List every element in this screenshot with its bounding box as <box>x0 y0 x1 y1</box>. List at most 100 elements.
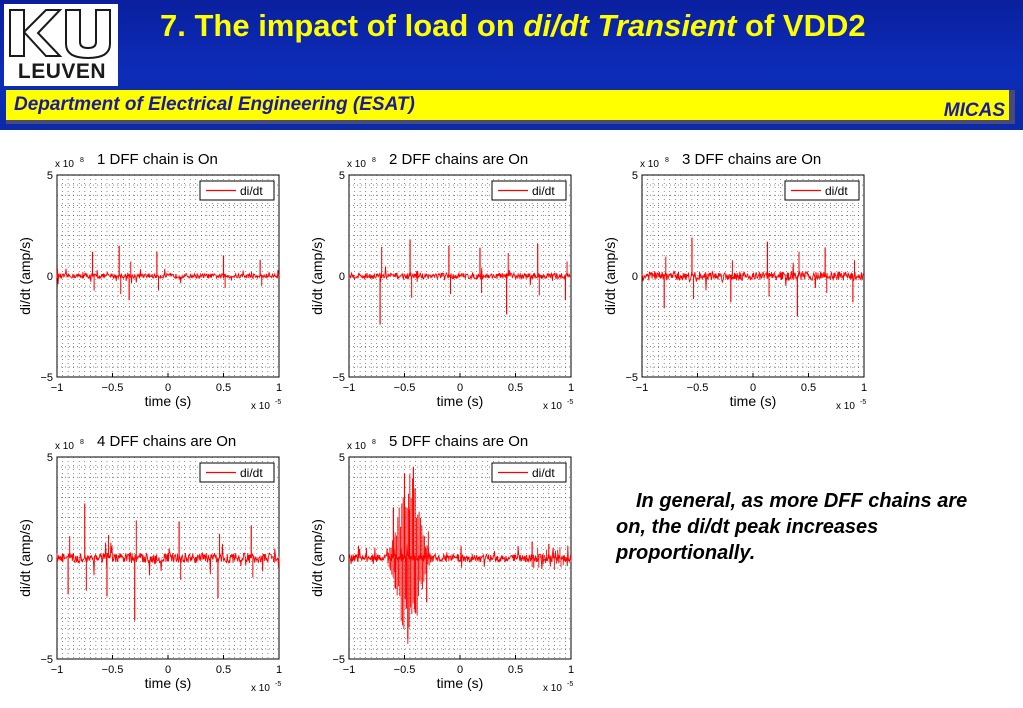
legend-box <box>491 462 567 483</box>
ku-leuven-logo: LEUVEN <box>4 4 118 86</box>
chart-title: 3 DFF chains are On <box>682 151 821 168</box>
y-tick-label: −5 <box>40 372 53 384</box>
y-tick-label: 0 <box>632 271 638 283</box>
chart-title: 5 DFF chains are On <box>389 433 528 450</box>
x-axis-label: time (s) <box>437 675 484 691</box>
logo-text: LEUVEN <box>17 60 107 83</box>
y-exponent-power: 8 <box>80 157 84 164</box>
chart-title: 4 DFF chains are On <box>97 433 236 450</box>
department-band <box>6 90 1015 124</box>
y-tick-label: 0 <box>47 271 53 283</box>
y-tick-label: 5 <box>47 170 53 182</box>
x-tick-label: −1 <box>343 664 356 676</box>
ku-logo-mark-icon <box>9 9 111 60</box>
department-label: Department of Electrical Engineering (ES… <box>14 94 415 115</box>
chart-2: −1 −0.5 0 0.5 1 5 0 −5 x 10 8 x 10 -5 2 DFF chains a… <box>309 151 574 412</box>
y-axis-label: di/dt (amp/s) <box>309 237 325 315</box>
y-tick-label: 5 <box>339 452 345 464</box>
group-label: MICAS <box>943 100 1005 121</box>
y-exponent-power: 8 <box>372 157 376 164</box>
signal-trace <box>348 266 572 286</box>
legend-label: di/dt <box>532 184 555 198</box>
x-axis-label: time (s) <box>145 675 192 691</box>
legend-label: di/dt <box>825 184 848 198</box>
x-exponent-label: x 10 <box>251 683 270 694</box>
chart-title: 2 DFF chains are On <box>389 151 528 168</box>
y-exponent-label: x 10 <box>55 441 74 452</box>
signal-trace <box>56 268 280 285</box>
x-tick-label: −0.5 <box>102 664 124 676</box>
title-suffix: of VDD2 <box>736 8 866 43</box>
legend-label: di/dt <box>532 466 555 480</box>
x-exponent-label: x 10 <box>543 683 562 694</box>
y-tick-label: −5 <box>332 654 345 666</box>
y-tick-label: −5 <box>40 654 53 666</box>
y-exponent-label: x 10 <box>347 441 366 452</box>
x-tick-label: 0.5 <box>216 664 231 676</box>
x-tick-label: −0.5 <box>394 664 416 676</box>
x-tick-label: 1 <box>568 382 574 394</box>
chart-3: −1 −0.5 0 0.5 1 5 0 −5 x 10 8 x 10 -5 3 DFF chains a… <box>602 151 867 412</box>
x-exponent-label: x 10 <box>836 401 855 412</box>
y-axis-label: di/dt (amp/s) <box>602 237 618 315</box>
legend-box <box>784 180 860 201</box>
x-tick-label: −0.5 <box>394 382 416 394</box>
legend-box <box>491 180 567 201</box>
chart-5: −1 −0.5 0 0.5 1 5 0 −5 x 10 8 x 10 -5 5 DFF chains a… <box>309 433 574 694</box>
y-tick-label: 0 <box>47 553 53 565</box>
x-exponent-power: -5 <box>567 681 573 688</box>
x-axis-label: time (s) <box>145 393 192 409</box>
y-exponent-label: x 10 <box>640 159 659 170</box>
signal-trace <box>56 542 280 576</box>
legend-label: di/dt <box>240 184 263 198</box>
x-tick-label: 1 <box>568 664 574 676</box>
x-tick-label: 0 <box>165 664 171 676</box>
y-axis-label: di/dt (amp/s) <box>309 519 325 597</box>
x-tick-label: 1 <box>861 382 867 394</box>
x-exponent-power: -5 <box>860 399 866 406</box>
x-tick-label: −0.5 <box>687 382 709 394</box>
title-italic: di/dt Transient <box>523 8 737 43</box>
x-tick-label: 0.5 <box>508 664 523 676</box>
legend-box <box>199 180 275 201</box>
x-tick-label: 0 <box>750 382 756 394</box>
x-axis-label: time (s) <box>437 393 484 409</box>
chart-4: −1 −0.5 0 0.5 1 5 0 −5 x 10 8 x 10 -5 4 DFF chains a… <box>17 433 282 694</box>
x-tick-label: 0 <box>457 382 463 394</box>
y-tick-label: 5 <box>47 452 53 464</box>
x-exponent-label: x 10 <box>543 401 562 412</box>
y-exponent-label: x 10 <box>347 159 366 170</box>
x-tick-label: −1 <box>51 382 64 394</box>
x-tick-label: 0.5 <box>801 382 816 394</box>
x-tick-label: 1 <box>276 382 282 394</box>
title-prefix: 7. The impact of load on <box>160 8 524 43</box>
x-axis-label: time (s) <box>730 393 777 409</box>
x-exponent-label: x 10 <box>251 401 270 412</box>
y-axis-label: di/dt (amp/s) <box>17 519 33 597</box>
legend-box <box>199 462 275 483</box>
y-tick-label: 5 <box>632 170 638 182</box>
y-exponent-power: 8 <box>372 439 376 446</box>
x-tick-label: 0.5 <box>508 382 523 394</box>
x-tick-label: 0 <box>457 664 463 676</box>
y-axis-label: di/dt (amp/s) <box>17 237 33 315</box>
signal-trace <box>641 262 865 291</box>
chart-title: 1 DFF chain is On <box>97 151 218 168</box>
y-tick-label: 5 <box>339 170 345 182</box>
y-tick-label: 0 <box>339 553 345 565</box>
page-title: 7. The impact of load on di/dt Transient… <box>160 8 866 44</box>
legend-label: di/dt <box>240 466 263 480</box>
x-exponent-power: -5 <box>567 399 573 406</box>
y-tick-label: −5 <box>625 372 638 384</box>
x-tick-label: 1 <box>276 664 282 676</box>
y-exponent-power: 8 <box>665 157 669 164</box>
x-tick-label: −1 <box>51 664 64 676</box>
y-exponent-power: 8 <box>80 439 84 446</box>
conclusion-note: In general, as more DFF chains are on, t… <box>616 490 968 564</box>
x-tick-label: −0.5 <box>102 382 124 394</box>
y-exponent-label: x 10 <box>55 159 74 170</box>
x-exponent-power: -5 <box>275 399 281 406</box>
chart-1: −1 −0.5 0 0.5 1 5 0 −5 x 10 8 x 10 -5 1 DFF chain is… <box>17 151 282 412</box>
x-tick-label: 0 <box>165 382 171 394</box>
